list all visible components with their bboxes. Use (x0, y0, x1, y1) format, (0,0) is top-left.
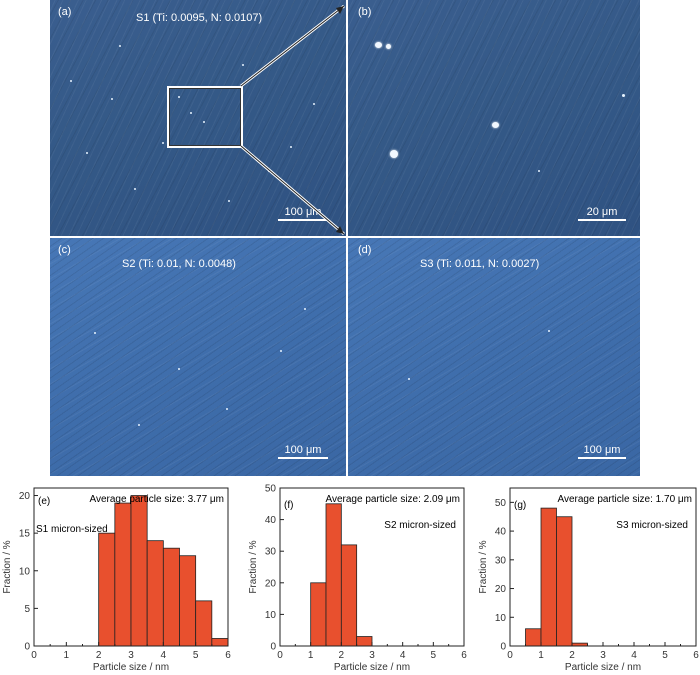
x-tick-label-f-3: 3 (369, 650, 375, 661)
zoom-region-box (167, 86, 243, 148)
y-tick-label-f-2: 20 (265, 578, 277, 589)
y-tick-label-g-3: 30 (495, 555, 507, 566)
y-tick-label-g-0: 0 (500, 642, 506, 653)
scale-bar-d: 100 μm (578, 444, 626, 459)
y-axis-label-e: Fraction / % (2, 540, 13, 593)
panel-label-b: (b) (358, 6, 372, 18)
x-tick-label-f-0: 0 (277, 650, 283, 661)
x-tick-label-e-2: 2 (96, 650, 102, 661)
y-tick-label-f-1: 10 (265, 610, 277, 621)
histogram-e-svg: 0 1 2 3 4 5 6 0 5 10 15 20 Particle size / nm Fractio… (2, 487, 231, 673)
scale-bar-b: 20 μm (578, 206, 626, 221)
x-tick-label-g-0: 0 (507, 650, 513, 661)
micrograph-a: (a) S1 (Ti: 0.0095, N: 0.0107) 100 μm (50, 0, 346, 236)
x-axis-label-g: Particle size / nm (565, 662, 641, 673)
bar-e-7 (211, 638, 229, 647)
x-tick-label-g-4: 4 (631, 650, 637, 661)
bar-f-0 (310, 582, 327, 647)
x-tick-label-f-6: 6 (461, 650, 467, 661)
y-tick-label-g-4: 40 (495, 527, 507, 538)
x-tick-label-e-0: 0 (31, 650, 37, 661)
y-tick-label-f-5: 50 (265, 484, 277, 495)
y-tick-label-f-3: 30 (265, 547, 277, 558)
y-axis-label-g: Fraction / % (478, 540, 489, 593)
x-axis-label-f: Particle size / nm (334, 662, 410, 673)
x-tick-label-e-1: 1 (64, 650, 70, 661)
panel-label-a: (a) (58, 6, 72, 18)
histogram-g-svg: 0 1 2 3 4 5 6 0 10 20 30 40 50 Particle size / nm Frac… (478, 487, 699, 673)
average-size-annotation-f: Average particle size: 2.09 μm (325, 494, 460, 505)
histogram-f-svg: 0 1 2 3 4 5 6 0 10 20 30 40 50 Particle size / nm Frac… (248, 484, 467, 674)
series-label-e: S1 micron-sized (36, 524, 108, 535)
y-tick-label-f-4: 40 (265, 515, 277, 526)
x-tick-label-g-5: 5 (662, 650, 668, 661)
bar-e-5 (179, 555, 197, 647)
x-tick-label-g-3: 3 (600, 650, 606, 661)
x-tick-label-g-6: 6 (693, 650, 699, 661)
micrograph-b: (b) 20 μm (348, 0, 640, 236)
panel-label-d: (d) (358, 244, 372, 256)
x-tick-label-e-3: 3 (128, 650, 134, 661)
bar-e-2 (130, 495, 148, 647)
panel-label-f: (f) (284, 500, 293, 511)
x-tick-label-f-1: 1 (308, 650, 314, 661)
plot-frame-f (279, 487, 465, 647)
scale-bar-a: 100 μm (278, 206, 328, 221)
x-tick-label-g-1: 1 (538, 650, 544, 661)
average-size-annotation-e: Average particle size: 3.77 μm (89, 494, 224, 505)
panel-label-g: (g) (514, 500, 526, 511)
y-tick-label-f-0: 0 (270, 642, 276, 653)
bar-e-0 (98, 532, 116, 647)
y-tick-label-g-2: 20 (495, 584, 507, 595)
series-label-f: S2 micron-sized (384, 520, 456, 531)
average-size-annotation-g: Average particle size: 1.70 μm (557, 494, 692, 505)
y-tick-label-g-5: 50 (495, 498, 507, 509)
bar-g-1 (540, 507, 557, 647)
bar-e-3 (146, 540, 164, 647)
bar-g-0 (525, 628, 542, 647)
x-tick-label-f-5: 5 (431, 650, 437, 661)
y-tick-label-e-4: 20 (19, 491, 31, 502)
series-label-g: S3 micron-sized (616, 520, 688, 531)
histogram-e: 0 1 2 3 4 5 6 0 5 10 15 20 Particle size / nm Fractio… (0, 480, 236, 673)
bar-f-2 (340, 544, 358, 647)
bar-f-1 (325, 503, 342, 647)
bar-e-6 (195, 600, 213, 647)
micrograph-d-title: S3 (Ti: 0.011, N: 0.0027) (420, 258, 540, 270)
micrograph-c: (c) S2 (Ti: 0.01, N: 0.0048) 100 μm (50, 238, 346, 476)
x-tick-label-f-4: 4 (400, 650, 406, 661)
y-tick-label-e-3: 15 (19, 529, 31, 540)
histogram-f: 0 1 2 3 4 5 6 0 10 20 30 40 50 Particle size / nm Frac… (234, 480, 470, 674)
panel-label-e: (e) (38, 496, 50, 507)
scale-bar-c: 100 μm (278, 444, 328, 459)
y-tick-label-e-2: 10 (19, 566, 31, 577)
micrograph-c-title: S2 (Ti: 0.01, N: 0.0048) (122, 258, 236, 270)
x-tick-label-e-6: 6 (225, 650, 231, 661)
micrograph-a-title: S1 (Ti: 0.0095, N: 0.0107) (136, 12, 263, 24)
x-tick-label-f-2: 2 (339, 650, 345, 661)
micrograph-d: (d) S3 (Ti: 0.011, N: 0.0027) 100 μm (348, 238, 640, 476)
bar-e-4 (162, 547, 180, 647)
histogram-g: 0 1 2 3 4 5 6 0 10 20 30 40 50 Particle size / nm Frac… (468, 480, 700, 673)
plot-frame-g (509, 487, 697, 647)
y-tick-label-e-0: 0 (24, 642, 30, 653)
x-tick-label-e-4: 4 (161, 650, 167, 661)
x-tick-label-e-5: 5 (193, 650, 199, 661)
x-axis-label-e: Particle size / nm (93, 662, 169, 673)
y-tick-label-g-1: 10 (495, 613, 507, 624)
bar-f-3 (356, 636, 373, 647)
y-tick-label-e-1: 5 (24, 604, 30, 615)
x-tick-label-g-2: 2 (569, 650, 575, 661)
bar-g-2 (556, 516, 573, 647)
panel-label-c: (c) (58, 244, 71, 256)
y-axis-label-f: Fraction / % (248, 540, 259, 593)
bar-e-1 (114, 502, 132, 647)
